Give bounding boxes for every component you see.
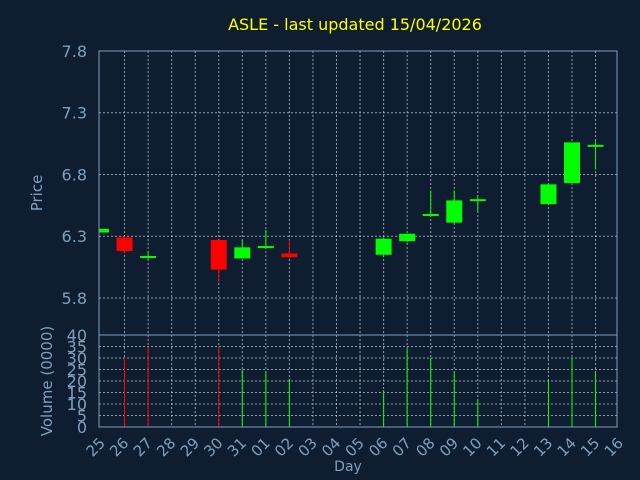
x-tick-label: 25 (83, 434, 109, 460)
volume-y-tick-label: 5 (77, 407, 87, 426)
candle-26 (116, 236, 133, 254)
volume-frame (98, 334, 618, 428)
volume-y-tick-label: 15 (67, 384, 87, 403)
price-y-tick-label: 5.8 (62, 289, 87, 308)
candle-13 (540, 183, 557, 205)
x-tick-label: 12 (506, 434, 532, 460)
candle-25 (99, 228, 109, 233)
x-tick-label: 27 (130, 434, 156, 460)
candle-06 (375, 237, 392, 258)
x-tick-label: 09 (436, 434, 462, 460)
x-tick-label: 10 (459, 434, 485, 460)
candle-body (399, 233, 416, 242)
price-panel: 5.8 6.3 6.8 7.3 7.8 Price (28, 42, 618, 336)
price-y-tick-label: 7.3 (62, 104, 87, 123)
volume-y-tick-label: 35 (67, 338, 87, 357)
x-tick-label: 14 (554, 434, 580, 460)
candle-15 (587, 141, 604, 170)
candle-07 (399, 233, 416, 243)
price-frame (98, 50, 618, 336)
x-tick-label: 05 (342, 434, 368, 460)
candle-body (540, 184, 557, 205)
candle-body (587, 144, 604, 147)
candle-body (469, 199, 486, 202)
x-tick-label: 11 (483, 434, 509, 460)
candle-27 (140, 251, 157, 260)
x-tick-label: 03 (295, 434, 321, 460)
volume-y-tick-label: 10 (67, 395, 87, 414)
candle-30 (210, 239, 227, 282)
x-tick-label: 31 (224, 434, 250, 460)
x-tick-label: 30 (200, 434, 226, 460)
candle-body (375, 238, 392, 255)
price-grid (99, 51, 617, 335)
volume-y-tick-label: 0 (77, 418, 87, 437)
price-y-ticks: 5.8 6.3 6.8 7.3 7.8 (62, 42, 87, 308)
candle-body (140, 255, 157, 258)
candle-14 (564, 142, 580, 184)
candle-09 (446, 190, 463, 224)
volume-y-tick-label: 20 (67, 372, 87, 391)
candle-body (210, 239, 227, 270)
price-y-label: Price (28, 175, 46, 212)
x-tick-label: 29 (177, 434, 203, 460)
x-tick-label: 13 (530, 434, 556, 460)
price-y-tick-label: 7.8 (62, 42, 87, 61)
x-tick-label: 07 (389, 434, 415, 460)
candles (99, 141, 604, 282)
x-tick-label: 04 (318, 434, 344, 460)
price-y-tick-label: 6.3 (62, 227, 87, 246)
volume-y-tick-label: 25 (67, 361, 87, 380)
candle-body (116, 237, 133, 252)
x-tick-label: 15 (577, 434, 603, 460)
candle-08 (422, 190, 439, 217)
chart-title: ASLE - last updated 15/04/2026 (228, 15, 482, 34)
candle-body (446, 200, 463, 223)
candle-body (257, 246, 274, 249)
x-axis-label: Day (334, 459, 362, 475)
candle-01 (257, 230, 274, 249)
candle-10 (469, 196, 486, 212)
x-tick-label: 01 (247, 434, 273, 460)
price-y-tick-label: 6.8 (62, 165, 87, 184)
x-tick-label: 02 (271, 434, 297, 460)
volume-y-tick-label: 30 (67, 349, 87, 368)
x-tick-label: 28 (153, 434, 179, 460)
volume-y-label: Volume (0000) (38, 326, 56, 436)
candle-body (99, 228, 109, 233)
candle-02 (281, 239, 298, 258)
x-tick-label: 08 (412, 434, 438, 460)
volume-grid (99, 335, 617, 427)
candle-body (564, 142, 580, 184)
candle-31 (234, 239, 251, 259)
volume-y-tick-label: 40 (67, 326, 87, 345)
volume-bars (124, 346, 597, 427)
candle-body (422, 213, 439, 216)
x-tick-label: 06 (365, 434, 391, 460)
candle-body (281, 253, 298, 258)
x-tick-label: 16 (601, 434, 627, 460)
x-ticks: 2526272829303101020304050607080910111213… (83, 434, 627, 460)
x-tick-label: 26 (106, 434, 132, 460)
candle-body (234, 247, 251, 259)
